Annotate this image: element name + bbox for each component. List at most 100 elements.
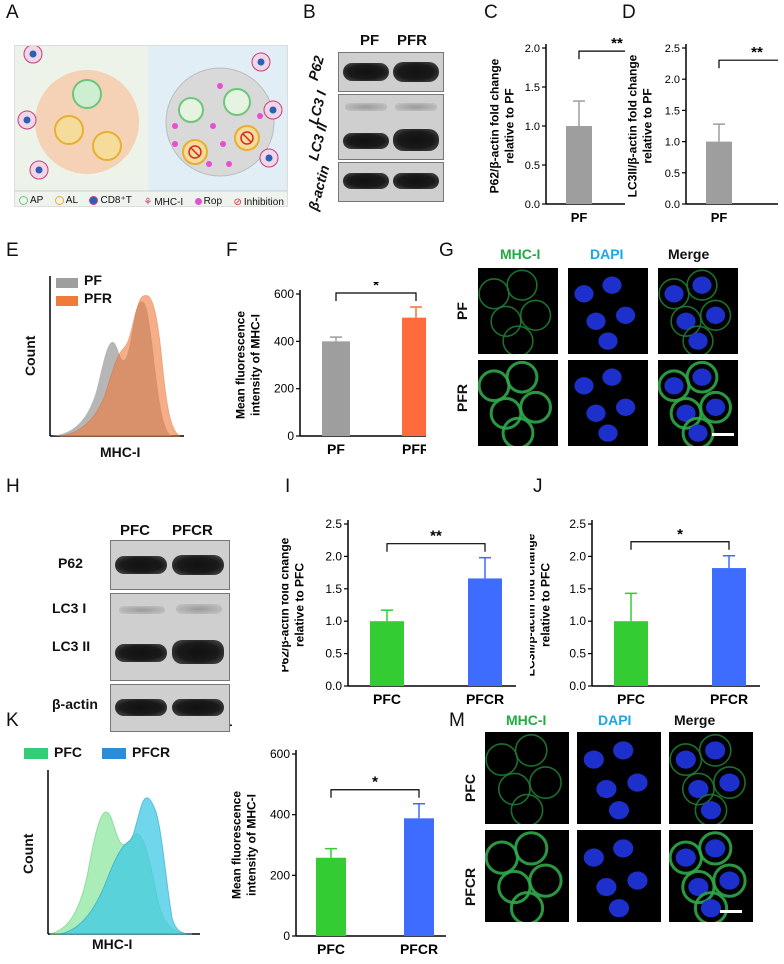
inhibition-icon: ⊘ [233,197,242,208]
bar-pfc [370,621,404,686]
ap-icon [19,196,28,205]
micrograph-merge [669,830,753,922]
bar-pfcr [468,578,502,686]
bar-chart-d: 0.00.51.01.52.02.5PFPFR**LC3II/β-actin f… [628,43,778,225]
blot-lc3-h [110,593,230,681]
row-label-pf-g: PF [454,302,470,320]
legend-label-pfr: PFR [84,290,112,306]
col-label-dapi-g: DAPI [590,246,624,262]
histogram-pfcr [59,797,193,935]
y-axis-label-line: relative to PF [641,88,655,163]
x-tick-label: PF [711,210,728,225]
y-tick-label: 0.0 [665,199,680,211]
y-tick-label: 0.5 [665,168,680,180]
y-axis-label-line: LC3II/β-actin fold change [530,533,538,676]
y-axis-label-line: relative to PFC [293,563,307,647]
lane-label-pfc: PFC [120,522,150,539]
legend-rop: Rop [194,196,222,207]
legend-al: AL [54,195,78,206]
y-axis-label: Mean fluorescence intensity of MHC-I [230,791,259,899]
legend-swatch-pfcr [102,748,126,759]
panel-label-i: I [285,476,291,497]
y-axis-label-line: relative to PFC [539,563,553,647]
micrograph-mhc [485,830,569,922]
bar-chart-i: 0.0 0.5 1.0 1.5 2.0 2.5 PFC PFCR ** P62/β-actin f… [282,517,516,707]
col-label-dapi-m: DAPI [598,712,632,728]
bar-pf [566,126,592,204]
cd8-t-cell-icon [89,196,99,205]
row-label-lc3-ii: LC3 II [305,121,331,163]
micrograph-merge [658,268,738,354]
legend-swatch-pfr [56,296,78,306]
y-tick-label: 2.0 [325,549,342,563]
histogram-pfr [59,295,181,437]
row-label-pfc-m: PFC [462,774,478,802]
micrograph-dapi [568,360,648,446]
y-axis-label-line: P62/β-actin fold change [282,537,292,672]
y-tick-label: 0.0 [569,679,586,693]
row-label-pfr-g: PFR [454,384,470,412]
y-tick-label: 400 [270,808,290,822]
row-label-pfcr-m: PFCR [462,867,478,906]
x-tick-label: PFC [317,941,345,957]
row-label-p62: P62 [305,53,327,83]
micrograph-dapi [568,268,648,354]
bar-pf [706,141,732,204]
significance-marker: ** [430,528,442,545]
col-label-merge-m: Merge [674,712,716,728]
flow-histogram-k: PFC PFCR Count MHC-I [10,742,206,952]
y-axis-label-count-e: Count [22,335,38,376]
y-axis-label-line: Mean fluorescence [234,311,248,419]
x-tick-label: PFC [617,691,645,707]
y-tick-label: 0.5 [525,160,540,172]
panel-label-b: B [303,2,316,23]
bar-pf [322,341,350,436]
x-tick-label: PFC [373,691,401,707]
y-tick-label: 2.5 [325,517,342,531]
x-tick-label: PF [571,210,588,225]
significance-bracket [578,50,625,60]
x-axis-label-mhc-e: MHC-I [100,444,141,460]
y-tick-label: 200 [270,868,290,882]
row-label-lc3-ii-h: LC3 II [52,638,91,654]
micrograph-merge [658,360,738,446]
y-tick-label: 2.0 [569,549,586,563]
micrograph-mhc [478,268,558,354]
blot-p62-h [110,540,230,590]
significance-bracket [386,543,486,552]
y-axis-label-line: Mean fluorescence [230,791,244,899]
scale-bar [720,910,742,913]
y-axis-label-count-k: Count [20,833,36,874]
significance-marker: * [677,526,683,543]
schematic-legend: AP AL CD8⁺T ⚘ MHC-I Rop ⊘ Inhibition [19,192,291,210]
y-tick-label: 0.5 [325,647,342,661]
legend-swatch-pf [56,278,78,288]
y-axis-label-line: relative to PF [503,88,517,163]
panel-label-k: K [6,710,19,731]
y-axis-label: Mean fluorescence intensity of MHC-I [234,311,263,419]
micrograph-mhc [478,360,558,446]
x-tick-label: PFCR [710,691,748,707]
y-tick-label: 400 [274,334,294,348]
panel-label-j: J [533,476,543,497]
significance-bracket [335,292,417,302]
lane-label-pfcr: PFCR [172,522,213,539]
micrograph-mhc [485,732,569,824]
y-axis-label-line: intensity of MHC-I [249,314,263,416]
panel-label-c: C [484,2,498,23]
significance-bracket [630,541,730,550]
bar-pfc [316,857,346,936]
x-tick-label: PFCR [400,941,438,957]
bar-pfc [614,621,648,686]
legend-label-pf: PF [84,272,102,288]
row-label-lc3-i: LC3 I [305,88,330,127]
y-tick-label: 1.0 [569,614,586,628]
schematic-panel-a: AP AL CD8⁺T ⚘ MHC-I Rop ⊘ Inhibition [14,44,291,210]
panel-label-e: E [6,240,19,261]
y-tick-label: 1.0 [525,121,540,133]
row-label-actin: β-actin [305,163,333,213]
